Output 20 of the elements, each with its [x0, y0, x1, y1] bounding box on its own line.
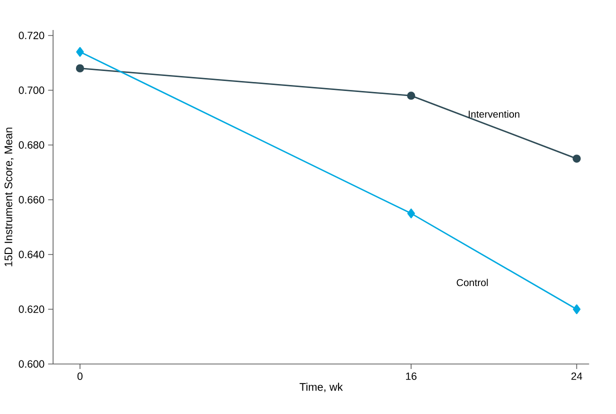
- x-axis-title: Time, wk: [300, 382, 343, 392]
- x-tick-label: 16: [406, 372, 416, 380]
- x-tick-label: 24: [571, 372, 582, 380]
- point: [572, 304, 581, 314]
- point: [76, 47, 84, 57]
- point: [407, 92, 416, 100]
- y-tick-label: 0.640: [18, 250, 44, 258]
- y-tick-label: 0.600: [18, 360, 44, 368]
- point: [407, 208, 415, 218]
- point: [76, 64, 84, 72]
- x-tick-label: 0: [78, 372, 83, 380]
- point: [572, 154, 581, 163]
- y-tick-label: 0.620: [18, 306, 44, 313]
- series-label: Intervention: [468, 110, 520, 118]
- y-tick-label: 0.700: [18, 86, 44, 94]
- series-label: Control: [456, 278, 488, 286]
- y-tick-label: 0.680: [18, 141, 44, 149]
- y-tick-label: 0.720: [18, 32, 44, 40]
- y-axis-title: 15D Instrument Score, Mean: [4, 128, 14, 266]
- y-tick-label: 0.660: [18, 196, 44, 204]
